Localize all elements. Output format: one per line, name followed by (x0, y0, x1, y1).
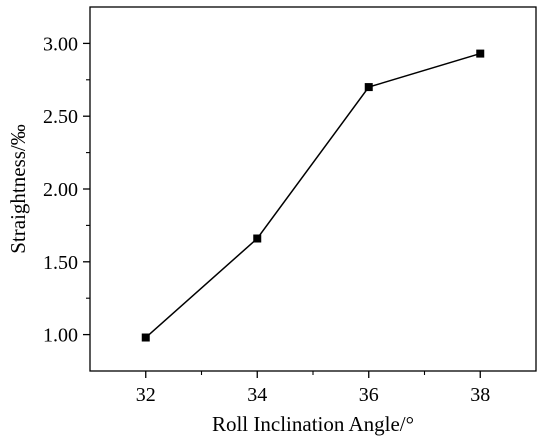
y-tick-label: 1.00 (43, 325, 78, 347)
x-tick-label: 36 (359, 384, 379, 406)
series-line (145, 52, 481, 339)
minor-ticks (86, 79, 426, 375)
data-point-marker (141, 333, 150, 342)
data-point-marker (253, 234, 262, 243)
x-axis-ticks: 32 34 36 38 (136, 371, 490, 406)
x-tick-label: 34 (247, 384, 267, 406)
data-point-marker (476, 49, 485, 58)
x-tick-label: 32 (136, 384, 156, 406)
plot-frame (89, 6, 537, 372)
y-tick-label: 3.00 (43, 33, 78, 55)
y-tick-label: 2.50 (43, 106, 78, 128)
y-tick-label: 1.50 (43, 252, 78, 274)
x-tick-label: 38 (470, 384, 490, 406)
plot-area-frame (89, 6, 537, 372)
series-group (141, 49, 485, 342)
y-axis-title: Straightness/‰ (6, 124, 30, 254)
y-axis-ticks: 1.00 1.50 2.00 2.50 3.00 (43, 33, 90, 347)
data-point-marker (364, 83, 373, 92)
x-axis-title: Roll Inclination Angle/° (212, 412, 414, 436)
y-tick-label: 2.00 (43, 179, 78, 201)
